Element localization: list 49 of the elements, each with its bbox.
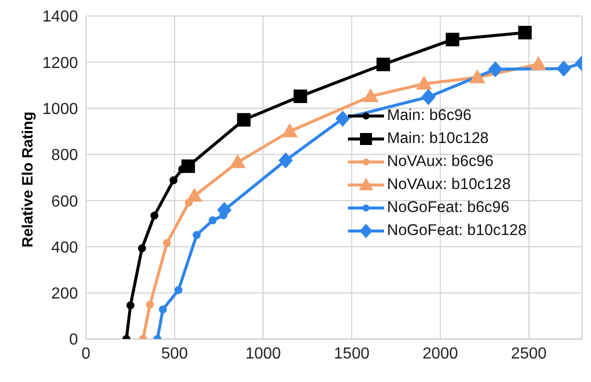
point (376, 58, 390, 72)
y-tick-label: 800 (51, 147, 78, 164)
legend-label: Main: b10c128 (387, 129, 489, 149)
point (237, 113, 251, 127)
point (170, 176, 178, 184)
y-tick-label: 0 (69, 332, 78, 349)
point (416, 76, 432, 90)
point (335, 110, 350, 127)
y-tick-label: 200 (51, 286, 78, 303)
point (162, 239, 171, 248)
point (230, 154, 246, 168)
point (208, 216, 217, 224)
legend-label: NoVAux: b10c128 (387, 175, 511, 195)
y-tick-label: 1400 (42, 8, 78, 26)
point (138, 244, 146, 252)
y-tick-label: 1000 (42, 100, 78, 118)
point (192, 230, 201, 239)
legend-label: NoGoFeat: b10c128 (387, 221, 527, 241)
point (294, 90, 308, 104)
y-axis-title: Relative Elo Rating (19, 112, 36, 248)
point (282, 123, 298, 138)
y-tick-label: 1200 (42, 54, 78, 72)
point (146, 300, 154, 309)
point (174, 286, 182, 294)
point (181, 159, 195, 173)
y-tick-label: 600 (51, 193, 78, 210)
legend-label: Main: b6c96 (387, 106, 472, 126)
point (446, 32, 460, 46)
point (126, 301, 134, 310)
point (421, 88, 436, 106)
point (530, 56, 547, 70)
point (278, 152, 293, 169)
point (556, 60, 571, 77)
point (469, 69, 486, 84)
legend-label: NoVAux: b6c96 (387, 152, 494, 172)
y-tick-label: 400 (51, 239, 78, 256)
point (488, 61, 503, 78)
point (362, 88, 379, 102)
point (186, 188, 203, 202)
x-tick-label: 2000 (422, 345, 458, 362)
point (158, 305, 167, 314)
x-tick-label: 1500 (334, 345, 370, 362)
x-tick-label: 1000 (245, 345, 282, 362)
x-tick-label: 500 (161, 345, 188, 362)
x-tick-label: 0 (82, 345, 91, 362)
x-tick-label: 2500 (511, 345, 547, 362)
point (518, 26, 532, 40)
legend-label: NoGoFeat: b6c96 (387, 198, 510, 218)
point (150, 212, 158, 220)
